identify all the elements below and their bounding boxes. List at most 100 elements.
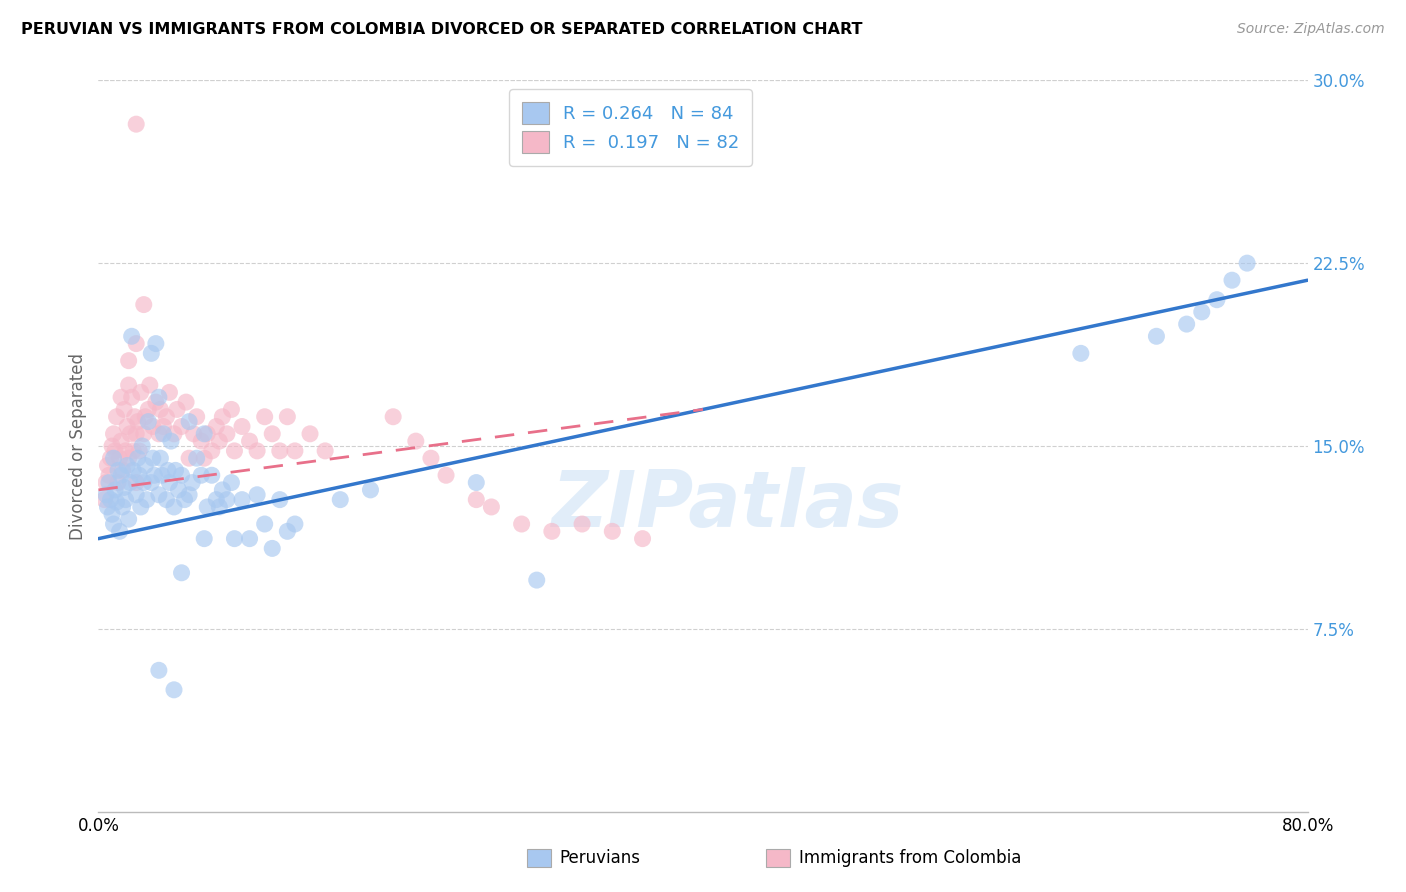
- Point: [170, 566, 193, 580]
- Point: [205, 492, 228, 507]
- Point: [112, 480, 135, 494]
- Point: [136, 402, 159, 417]
- Point: [224, 443, 246, 458]
- Point: [481, 500, 503, 514]
- Point: [103, 451, 125, 466]
- Point: [195, 426, 218, 441]
- Point: [111, 463, 134, 477]
- Point: [163, 500, 186, 514]
- Point: [148, 663, 170, 677]
- Point: [110, 434, 132, 449]
- Point: [1175, 317, 1198, 331]
- Point: [115, 419, 138, 434]
- Point: [98, 475, 121, 490]
- Point: [231, 492, 253, 507]
- Point: [253, 409, 276, 424]
- Point: [118, 353, 141, 368]
- Point: [276, 524, 298, 539]
- Point: [314, 443, 336, 458]
- Point: [163, 682, 186, 697]
- Point: [208, 500, 231, 514]
- Point: [208, 434, 231, 449]
- Point: [155, 409, 177, 424]
- Point: [101, 508, 124, 522]
- Point: [174, 395, 197, 409]
- Point: [186, 409, 208, 424]
- Point: [104, 443, 127, 458]
- Point: [262, 541, 284, 556]
- Point: [156, 463, 179, 477]
- Point: [155, 492, 177, 507]
- Point: [149, 402, 172, 417]
- Legend: R = 0.264   N = 84, R =  0.197   N = 82: R = 0.264 N = 84, R = 0.197 N = 82: [509, 89, 752, 166]
- Point: [150, 468, 173, 483]
- Point: [269, 443, 291, 458]
- Point: [148, 426, 170, 441]
- Point: [179, 488, 201, 502]
- Point: [96, 458, 118, 473]
- Point: [122, 463, 145, 477]
- Point: [108, 451, 131, 466]
- Point: [125, 475, 148, 490]
- Point: [121, 329, 143, 343]
- Point: [1191, 305, 1213, 319]
- Point: [1206, 293, 1229, 307]
- Point: [96, 500, 118, 514]
- Point: [100, 451, 122, 466]
- Point: [110, 468, 132, 483]
- Point: [94, 488, 117, 502]
- Point: [299, 426, 322, 441]
- Point: [136, 415, 159, 429]
- Point: [179, 415, 201, 429]
- Point: [103, 426, 125, 441]
- Point: [193, 451, 215, 466]
- Point: [145, 395, 167, 409]
- Point: [108, 524, 131, 539]
- Point: [163, 426, 186, 441]
- Point: [114, 492, 136, 507]
- Point: [190, 434, 212, 449]
- Point: [132, 297, 155, 311]
- Point: [231, 419, 253, 434]
- Point: [193, 426, 215, 441]
- Point: [111, 500, 134, 514]
- Point: [94, 475, 117, 490]
- Point: [224, 532, 246, 546]
- Point: [179, 451, 201, 466]
- Point: [141, 475, 163, 490]
- Point: [128, 443, 150, 458]
- Text: Peruvians: Peruvians: [560, 849, 641, 867]
- Point: [420, 451, 443, 466]
- Point: [190, 468, 212, 483]
- Point: [329, 492, 352, 507]
- Point: [276, 409, 298, 424]
- Point: [141, 346, 163, 360]
- Point: [159, 385, 181, 400]
- Point: [104, 483, 127, 497]
- Text: Source: ZipAtlas.com: Source: ZipAtlas.com: [1237, 22, 1385, 37]
- Point: [193, 532, 215, 546]
- Point: [239, 532, 262, 546]
- Point: [167, 483, 190, 497]
- Point: [201, 443, 224, 458]
- Point: [262, 426, 284, 441]
- Point: [127, 415, 149, 429]
- Point: [211, 409, 233, 424]
- Point: [1236, 256, 1258, 270]
- Point: [148, 390, 170, 404]
- Point: [125, 336, 148, 351]
- Point: [382, 409, 405, 424]
- Point: [181, 475, 204, 490]
- Point: [360, 483, 382, 497]
- Point: [120, 426, 142, 441]
- Point: [139, 378, 162, 392]
- Point: [246, 443, 269, 458]
- Point: [152, 426, 174, 441]
- Point: [631, 532, 654, 546]
- Point: [118, 512, 141, 526]
- Point: [211, 483, 233, 497]
- Point: [120, 475, 142, 490]
- Point: [215, 426, 238, 441]
- Point: [114, 443, 136, 458]
- Point: [165, 463, 187, 477]
